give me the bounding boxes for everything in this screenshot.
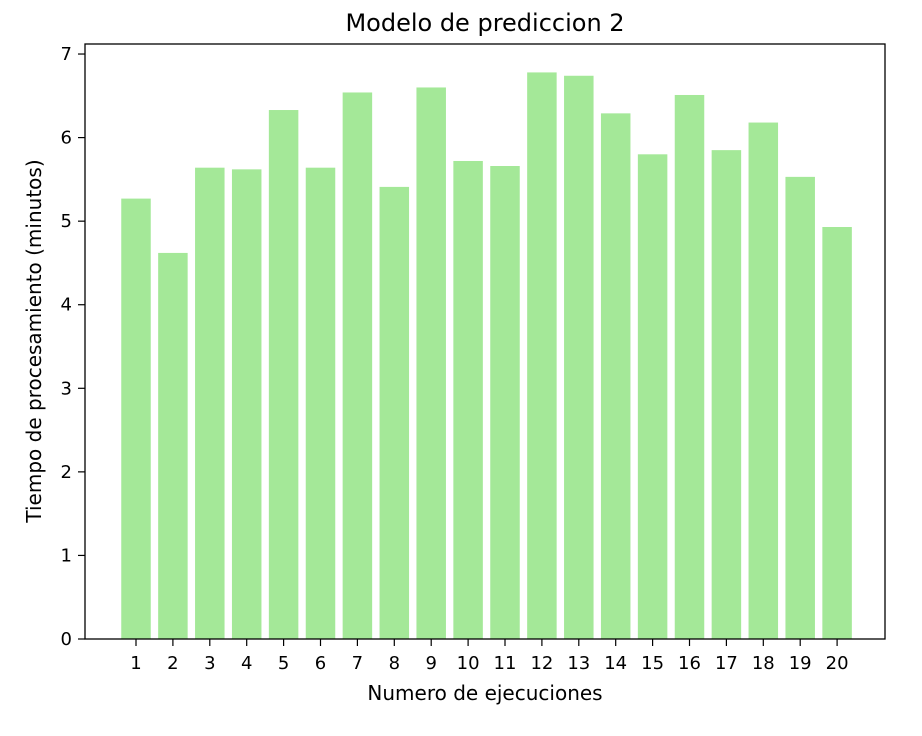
- x-tick-label: 17: [715, 653, 738, 674]
- x-tick-label: 19: [789, 653, 812, 674]
- bar-8: [379, 186, 410, 639]
- y-axis-label: Tiempo de procesamiento (minutos): [22, 159, 46, 523]
- bar-11: [490, 166, 520, 639]
- bar-9: [416, 87, 446, 639]
- x-axis-ticks: 1 2 3 4 5 6 7 8 9 10 11 12 13 14 15 16 17 18 19 20: [130, 639, 849, 674]
- bar-4: [231, 169, 262, 639]
- x-axis-label: Numero de ejecuciones: [367, 681, 602, 705]
- y-tick-label: 1: [61, 545, 72, 566]
- x-tick-label: 16: [678, 653, 701, 674]
- bar-18: [748, 122, 779, 640]
- x-tick-label: 15: [641, 653, 664, 674]
- bar-12: [527, 72, 557, 639]
- y-tick-label: 3: [61, 378, 72, 399]
- y-tick-label: 7: [61, 44, 72, 65]
- chart-title: Modelo de prediccion 2: [345, 9, 624, 37]
- x-tick-label: 12: [530, 653, 553, 674]
- bar-10: [453, 160, 483, 640]
- x-tick-label: 2: [167, 653, 178, 674]
- x-tick-label: 5: [278, 653, 289, 674]
- bar-2: [158, 252, 188, 640]
- x-tick-label: 20: [826, 653, 849, 674]
- bar-19: [785, 176, 815, 639]
- y-tick-label: 5: [61, 211, 72, 232]
- bar-5: [268, 110, 299, 639]
- x-tick-label: 11: [494, 653, 517, 674]
- bar-3: [195, 167, 225, 639]
- bar-20: [822, 227, 852, 639]
- bar-16: [674, 94, 705, 640]
- x-tick-label: 4: [241, 653, 252, 674]
- x-tick-label: 9: [425, 653, 436, 674]
- y-tick-label: 6: [61, 128, 72, 149]
- x-tick-label: 18: [752, 653, 775, 674]
- bar-7: [342, 92, 373, 640]
- y-axis-ticks: 0 1 2 3 4 5 6 7: [61, 44, 85, 650]
- y-tick-label: 0: [61, 629, 72, 650]
- x-tick-label: 1: [130, 653, 141, 674]
- x-tick-label: 14: [604, 653, 627, 674]
- y-tick-label: 2: [61, 462, 72, 483]
- bar-6: [305, 167, 336, 639]
- bar-14: [600, 113, 631, 640]
- x-tick-label: 8: [389, 653, 400, 674]
- x-tick-label: 13: [567, 653, 590, 674]
- x-tick-label: 7: [352, 653, 363, 674]
- x-tick-label: 6: [315, 653, 326, 674]
- bars: [121, 72, 852, 640]
- plot-area-frame: [84, 43, 886, 640]
- x-tick-label: 10: [457, 653, 480, 674]
- bar-13: [564, 75, 594, 639]
- bar-1: [121, 198, 151, 639]
- bar-17: [711, 150, 742, 639]
- y-tick-label: 4: [61, 295, 72, 316]
- bar-15: [637, 154, 668, 639]
- x-tick-label: 3: [204, 653, 215, 674]
